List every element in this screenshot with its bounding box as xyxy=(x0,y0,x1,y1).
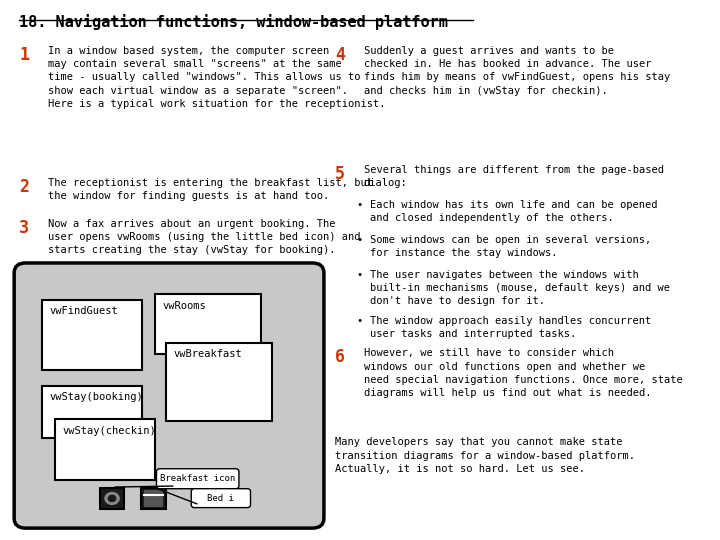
Text: Bed i: Bed i xyxy=(207,494,234,503)
FancyBboxPatch shape xyxy=(100,488,125,509)
Text: •: • xyxy=(356,270,362,280)
FancyBboxPatch shape xyxy=(141,488,166,509)
FancyBboxPatch shape xyxy=(55,419,155,480)
FancyBboxPatch shape xyxy=(42,386,142,438)
FancyBboxPatch shape xyxy=(166,343,272,421)
Text: Breakfast icon: Breakfast icon xyxy=(160,474,235,483)
FancyBboxPatch shape xyxy=(192,489,251,508)
Text: •: • xyxy=(356,200,362,210)
Text: The receptionist is entering the breakfast list, but
the window for finding gues: The receptionist is entering the breakfa… xyxy=(48,178,373,201)
Text: vwRooms: vwRooms xyxy=(162,301,206,311)
Text: 6: 6 xyxy=(335,348,345,366)
Text: vwStay(booking): vwStay(booking) xyxy=(50,392,143,402)
Circle shape xyxy=(109,495,116,502)
Text: vwBreakfast: vwBreakfast xyxy=(174,349,243,360)
Circle shape xyxy=(105,492,119,504)
Text: 3: 3 xyxy=(19,219,30,237)
Text: 18. Navigation functions, window-based platform: 18. Navigation functions, window-based p… xyxy=(19,14,448,30)
Text: Several things are different from the page-based
dialog:: Several things are different from the pa… xyxy=(364,165,664,188)
FancyBboxPatch shape xyxy=(143,490,163,507)
Text: 2: 2 xyxy=(19,178,30,196)
Text: The window approach easily handles concurrent
user tasks and interrupted tasks.: The window approach easily handles concu… xyxy=(370,316,652,339)
Text: Now a fax arrives about an urgent booking. The
user opens vwRooms (using the lit: Now a fax arrives about an urgent bookin… xyxy=(48,219,361,255)
Text: Suddenly a guest arrives and wants to be
checked in. He has booked in advance. T: Suddenly a guest arrives and wants to be… xyxy=(364,46,670,96)
Text: •: • xyxy=(356,235,362,245)
FancyBboxPatch shape xyxy=(14,263,324,528)
FancyBboxPatch shape xyxy=(42,300,142,370)
FancyBboxPatch shape xyxy=(156,469,239,489)
FancyBboxPatch shape xyxy=(155,294,261,354)
Text: Each window has its own life and can be opened
and closed independently of the o: Each window has its own life and can be … xyxy=(370,200,658,223)
Text: 5: 5 xyxy=(335,165,345,183)
Text: Some windows can be open in several versions,
for instance the stay windows.: Some windows can be open in several vers… xyxy=(370,235,652,258)
Text: The user navigates between the windows with
built-in mechanisms (mouse, default : The user navigates between the windows w… xyxy=(370,270,670,306)
Text: 4: 4 xyxy=(335,46,345,64)
Text: •: • xyxy=(356,316,362,326)
Text: 1: 1 xyxy=(19,46,30,64)
Text: However, we still have to consider which
windows our old functions open and whet: However, we still have to consider which… xyxy=(364,348,683,398)
Text: In a window based system, the computer screen
may contain several small "screens: In a window based system, the computer s… xyxy=(48,46,386,109)
Text: Many developers say that you cannot make state
transition diagrams for a window-: Many developers say that you cannot make… xyxy=(335,437,635,474)
Text: vwStay(checkin): vwStay(checkin) xyxy=(63,426,156,436)
Text: vwFindGuest: vwFindGuest xyxy=(50,306,118,316)
